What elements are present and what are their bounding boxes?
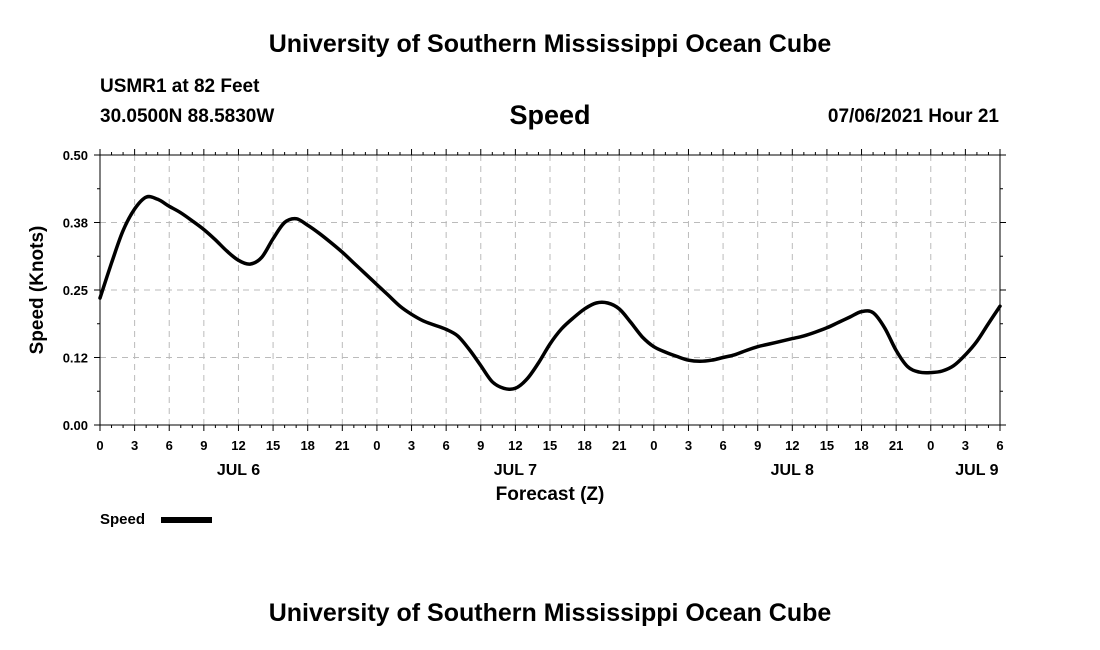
x-tick-label: 15 xyxy=(820,438,834,453)
x-tick-label: 6 xyxy=(443,438,450,453)
legend-label: Speed xyxy=(100,511,145,528)
x-tick-label: 9 xyxy=(477,438,484,453)
day-label: JUL 8 xyxy=(771,462,814,479)
x-tick-label: 3 xyxy=(962,438,969,453)
day-label: JUL 6 xyxy=(217,462,260,479)
x-tick-label: 3 xyxy=(685,438,692,453)
plot-frame xyxy=(99,154,1001,426)
x-tick-label: 0 xyxy=(927,438,934,453)
x-tick-label: 15 xyxy=(543,438,557,453)
day-label: JUL 7 xyxy=(494,462,537,479)
x-tick-label: 21 xyxy=(335,438,349,453)
x-tick-label: 3 xyxy=(408,438,415,453)
x-tick-label: 6 xyxy=(996,438,1003,453)
y-tick-label: 0.12 xyxy=(63,351,88,366)
x-tick-label: 0 xyxy=(650,438,657,453)
x-tick-label: 9 xyxy=(200,438,207,453)
grid-lines xyxy=(100,155,1000,425)
day-label: JUL 9 xyxy=(955,462,998,479)
forecast-datetime: 07/06/2021 Hour 21 xyxy=(827,106,999,127)
x-tick-label: 12 xyxy=(508,438,522,453)
x-tick-label: 21 xyxy=(889,438,903,453)
x-tick-label: 0 xyxy=(373,438,380,453)
x-tick-label: 18 xyxy=(577,438,591,453)
x-axis-ticks: 0 3 6 9 12 15 18 21 0 3 6 9 12 15 18 21 0 3 6 9 12 15 18 21 0 3 6 xyxy=(96,149,1004,453)
parameter-title: Speed xyxy=(509,100,591,130)
series-line-speed xyxy=(98,194,1002,392)
y-tick-label: 0.50 xyxy=(63,148,88,163)
x-tick-label: 18 xyxy=(300,438,314,453)
x-tick-label: 12 xyxy=(231,438,245,453)
y-tick-label: 0.00 xyxy=(63,418,88,433)
y-axis-ticks: 0.00 0.12 0.25 0.38 0.50 xyxy=(63,148,1006,433)
day-labels: JUL 6 JUL 7 JUL 8 JUL 9 xyxy=(217,462,999,479)
x-axis-label: Forecast (Z) xyxy=(496,484,605,505)
x-tick-label: 6 xyxy=(166,438,173,453)
x-tick-label: 18 xyxy=(854,438,868,453)
station-label: USMR1 at 82 Feet xyxy=(100,76,260,97)
x-tick-label: 12 xyxy=(785,438,799,453)
y-tick-label: 0.38 xyxy=(63,216,88,231)
chart-title-bottom: University of Southern Mississippi Ocean… xyxy=(268,599,832,627)
chart-title-top: University of Southern Mississippi Ocean… xyxy=(268,30,832,58)
x-tick-label: 9 xyxy=(754,438,761,453)
x-tick-label: 3 xyxy=(131,438,138,453)
x-tick-label: 21 xyxy=(612,438,626,453)
x-tick-label: 0 xyxy=(96,438,103,453)
x-tick-label: 15 xyxy=(266,438,280,453)
y-tick-label: 0.25 xyxy=(63,283,88,298)
x-tick-label: 6 xyxy=(719,438,726,453)
station-coordinates: 30.0500N 88.5830W xyxy=(100,106,275,127)
y-axis-label: Speed (Knots) xyxy=(27,226,48,355)
legend: Speed xyxy=(100,511,212,528)
